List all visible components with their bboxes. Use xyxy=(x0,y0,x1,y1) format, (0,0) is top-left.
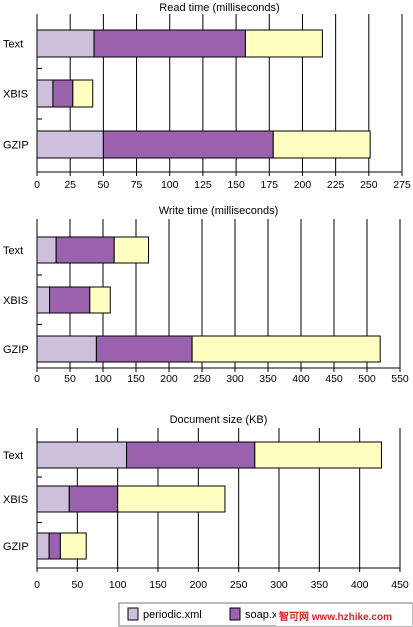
category-label: Text xyxy=(3,450,23,462)
legend-label: periodic.xml xyxy=(143,609,202,621)
bar-segment-xbis-1 xyxy=(36,485,70,513)
chart-title: Read time (milliseconds) xyxy=(159,2,279,14)
category-label: Text xyxy=(3,39,23,51)
x-tick-label: 100 xyxy=(109,579,127,591)
x-tick-label: 100 xyxy=(161,179,179,191)
x-tick-label: 25 xyxy=(64,179,76,191)
x-tick-label: 200 xyxy=(294,179,312,191)
x-tick-label: 200 xyxy=(190,579,208,591)
category-label: XBIS xyxy=(3,89,28,101)
x-tick-label: 50 xyxy=(64,373,76,385)
category-label: Text xyxy=(3,245,23,257)
x-tick-label: 275 xyxy=(393,179,411,191)
bar-segment-gzip-3 xyxy=(191,335,381,363)
x-tick-label: 75 xyxy=(131,179,143,191)
bar-segment-xbis-2 xyxy=(49,286,91,314)
x-tick-label: 175 xyxy=(261,179,279,191)
bar-segment-xbis-1 xyxy=(36,79,54,108)
x-tick-label: 200 xyxy=(160,373,178,385)
chart-panel-2: Write time (milliseconds) 0 50 100 150 200 250… xyxy=(3,205,409,385)
x-tick-label: 550 xyxy=(391,373,409,385)
bar-segment-gzip-3 xyxy=(272,130,371,159)
bar-segment-xbis-2 xyxy=(52,79,74,108)
x-tick-label: 300 xyxy=(270,579,288,591)
bar-segment-xbis-2 xyxy=(68,485,119,513)
x-tick-label: 100 xyxy=(94,373,112,385)
category-label: GZIP xyxy=(3,344,29,356)
x-tick-label: 50 xyxy=(98,179,110,191)
x-tick-label: 50 xyxy=(71,579,83,591)
bar-segment-text-2 xyxy=(93,29,246,58)
bar-segment-xbis-3 xyxy=(117,485,226,513)
x-tick-label: 150 xyxy=(227,179,245,191)
category-label: XBIS xyxy=(3,494,28,506)
bar-segment-gzip-2 xyxy=(102,130,274,159)
x-tick-label: 125 xyxy=(194,179,212,191)
bar-segment-text-1 xyxy=(36,236,57,264)
bar-segment-xbis-3 xyxy=(72,79,94,108)
x-tick-label: 450 xyxy=(391,579,409,591)
x-tick-label: 450 xyxy=(325,373,343,385)
bar-segment-text-3 xyxy=(113,236,150,264)
chart-title: Write time (milliseconds) xyxy=(159,205,279,217)
x-tick-label: 0 xyxy=(34,373,40,385)
x-tick-label: 500 xyxy=(358,373,376,385)
watermark-text: 智可网 www.hzhike.com xyxy=(279,610,392,623)
x-tick-label: 150 xyxy=(127,373,145,385)
bar-segment-text-1 xyxy=(36,29,95,58)
x-tick-label: 0 xyxy=(34,179,40,191)
bar-segment-text-2 xyxy=(55,236,115,264)
bar-segment-xbis-1 xyxy=(36,286,51,314)
bar-segment-gzip-1 xyxy=(36,532,50,560)
bar-segment-gzip-2 xyxy=(95,335,193,363)
legend-swatch xyxy=(229,607,241,621)
bar-segment-gzip-1 xyxy=(36,335,97,363)
chart-panel-3: Document size (KB) 0 50 100 150 200 250 300 350 4… xyxy=(3,414,409,591)
category-label: GZIP xyxy=(3,140,29,152)
bar-segment-text-2 xyxy=(126,441,256,469)
bar-segment-text-1 xyxy=(36,441,128,469)
bar-segment-gzip-2 xyxy=(48,532,61,560)
watermark-backdrop xyxy=(276,604,412,626)
x-tick-label: 250 xyxy=(230,579,248,591)
bar-segment-gzip-3 xyxy=(59,532,87,560)
x-tick-label: 250 xyxy=(360,179,378,191)
bar-segment-gzip-1 xyxy=(36,130,104,159)
x-tick-label: 400 xyxy=(292,373,310,385)
x-tick-label: 400 xyxy=(351,579,369,591)
x-tick-label: 300 xyxy=(226,373,244,385)
x-tick-label: 350 xyxy=(311,579,329,591)
bar-segment-text-3 xyxy=(244,29,323,58)
x-tick-label: 0 xyxy=(34,579,40,591)
x-tick-label: 150 xyxy=(149,579,167,591)
x-tick-label: 225 xyxy=(327,179,345,191)
x-tick-label: 350 xyxy=(259,373,277,385)
legend-swatch xyxy=(127,607,139,621)
bar-segment-xbis-3 xyxy=(89,286,111,314)
bar-segment-text-3 xyxy=(254,441,382,469)
chart-title: Document size (KB) xyxy=(170,414,268,426)
category-label: GZIP xyxy=(3,541,29,553)
x-tick-label: 250 xyxy=(193,373,211,385)
category-label: XBIS xyxy=(3,295,28,307)
legend-label: soap.xn xyxy=(245,609,284,621)
chart-panel-1: Read time (milliseconds) 0 25 50 75 100 125 150… xyxy=(3,2,411,191)
